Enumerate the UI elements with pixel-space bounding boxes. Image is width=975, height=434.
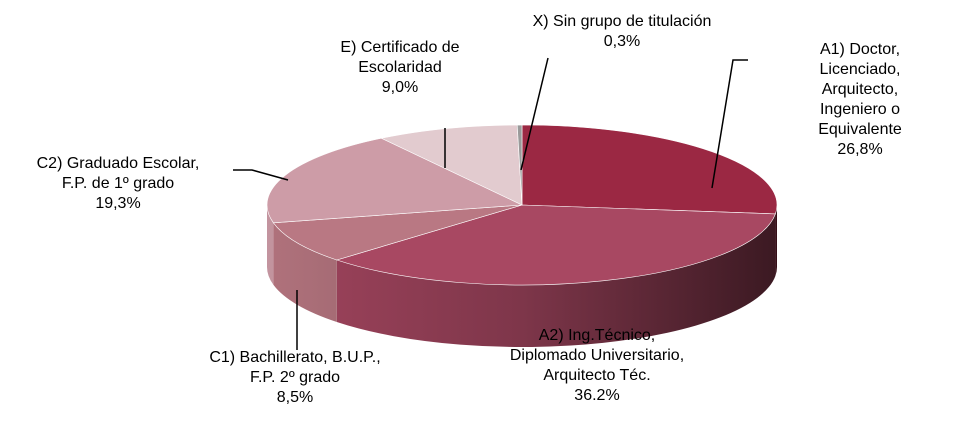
slice-label: A1) Doctor, Licenciado, Arquitecto, Inge… (803, 40, 918, 160)
slice-label: A2) Ing.Técnico, Diplomado Universitario… (510, 326, 684, 406)
category-label: C1) Bachillerato, B.U.P., F.P. 2º grado (209, 349, 381, 386)
pie (266, 124, 778, 348)
slice-label: C2) Graduado Escolar, F.P. de 1º grado 19… (37, 154, 200, 214)
value-label: 36.2% (574, 387, 620, 404)
slice-side (273, 222, 337, 322)
category-label: E) Certificado de Escolaridad (340, 39, 460, 76)
leader-line (233, 169, 289, 181)
category-label: X) Sin grupo de titulación (532, 13, 712, 30)
value-label: 19,3% (95, 195, 141, 212)
slice-label: X) Sin grupo de titulación 0,3% (533, 12, 712, 52)
slice (335, 204, 776, 286)
slice (266, 137, 524, 224)
slice-side (775, 205, 777, 276)
category-label: A1) Doctor, Licenciado, Arquitecto, Inge… (818, 41, 902, 138)
leader-line (520, 57, 549, 171)
category-label: A2) Ing.Técnico, Diplomado Universitario… (509, 327, 685, 384)
slice-label: E) Certificado de Escolaridad 9,0% (340, 38, 459, 98)
value-label: 0,3% (603, 33, 641, 50)
value-label: 9,0% (381, 79, 419, 96)
slice-side (267, 205, 274, 285)
slice-label: C1) Bachillerato, B.U.P., F.P. 2º grado 8… (209, 348, 380, 408)
category-label: C2) Graduado Escolar, F.P. de 1º grado (36, 155, 200, 192)
slice (521, 124, 778, 215)
value-label: 26,8% (837, 141, 883, 158)
value-label: 8,5% (276, 389, 314, 406)
leader-line (711, 59, 748, 189)
slice-side (336, 213, 776, 348)
slice (380, 124, 523, 206)
slice (516, 124, 523, 206)
slice (272, 204, 523, 261)
